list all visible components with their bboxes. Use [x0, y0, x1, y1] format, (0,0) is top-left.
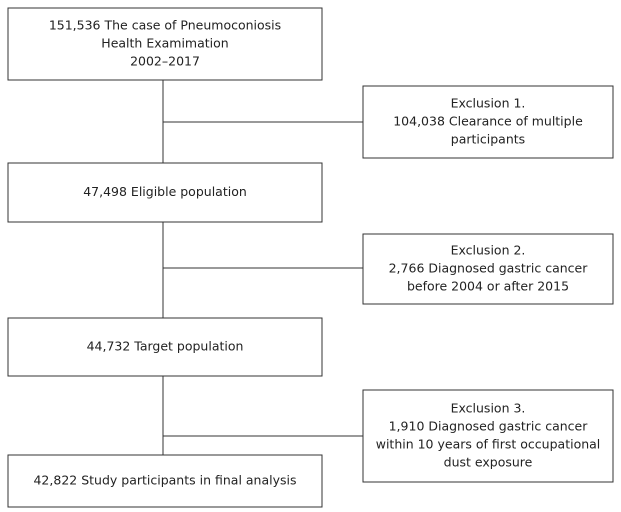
- node-box: [7, 454, 323, 508]
- exclusion-box-text: Exclusion 1.: [451, 96, 526, 111]
- node-box-text: Health Examimation: [101, 36, 228, 51]
- exclusion-box-text: participants: [451, 132, 525, 147]
- exclusion-box: [362, 85, 614, 159]
- exclusion-box-text: within 10 years of first occupational: [376, 437, 601, 452]
- node-box: [7, 317, 323, 377]
- exclusion-box-text: dust exposure: [444, 455, 533, 470]
- exclusion-box-text: Exclusion 3.: [451, 401, 526, 416]
- node-box: [7, 162, 323, 223]
- node-box-text: 44,732 Target population: [87, 339, 244, 354]
- exclusion-box-text: 104,038 Clearance of multiple: [393, 114, 583, 129]
- exclusion-box-text: 2,766 Diagnosed gastric cancer: [389, 261, 589, 276]
- exclusion-box-text: 1,910 Diagnosed gastric cancer: [389, 419, 589, 434]
- exclusion-box: [362, 389, 614, 483]
- exclusion-box: [362, 233, 614, 305]
- exclusion-box-text: Exclusion 2.: [451, 243, 526, 258]
- exclusion-box-text: before 2004 or after 2015: [407, 279, 569, 294]
- node-box-text: 42,822 Study participants in final analy…: [33, 473, 296, 488]
- node-box: [7, 7, 323, 81]
- node-box-text: 2002–2017: [130, 54, 200, 69]
- node-box-text: 151,536 The case of Pneumoconiosis: [49, 18, 281, 33]
- node-box-text: 47,498 Eligible population: [83, 184, 247, 199]
